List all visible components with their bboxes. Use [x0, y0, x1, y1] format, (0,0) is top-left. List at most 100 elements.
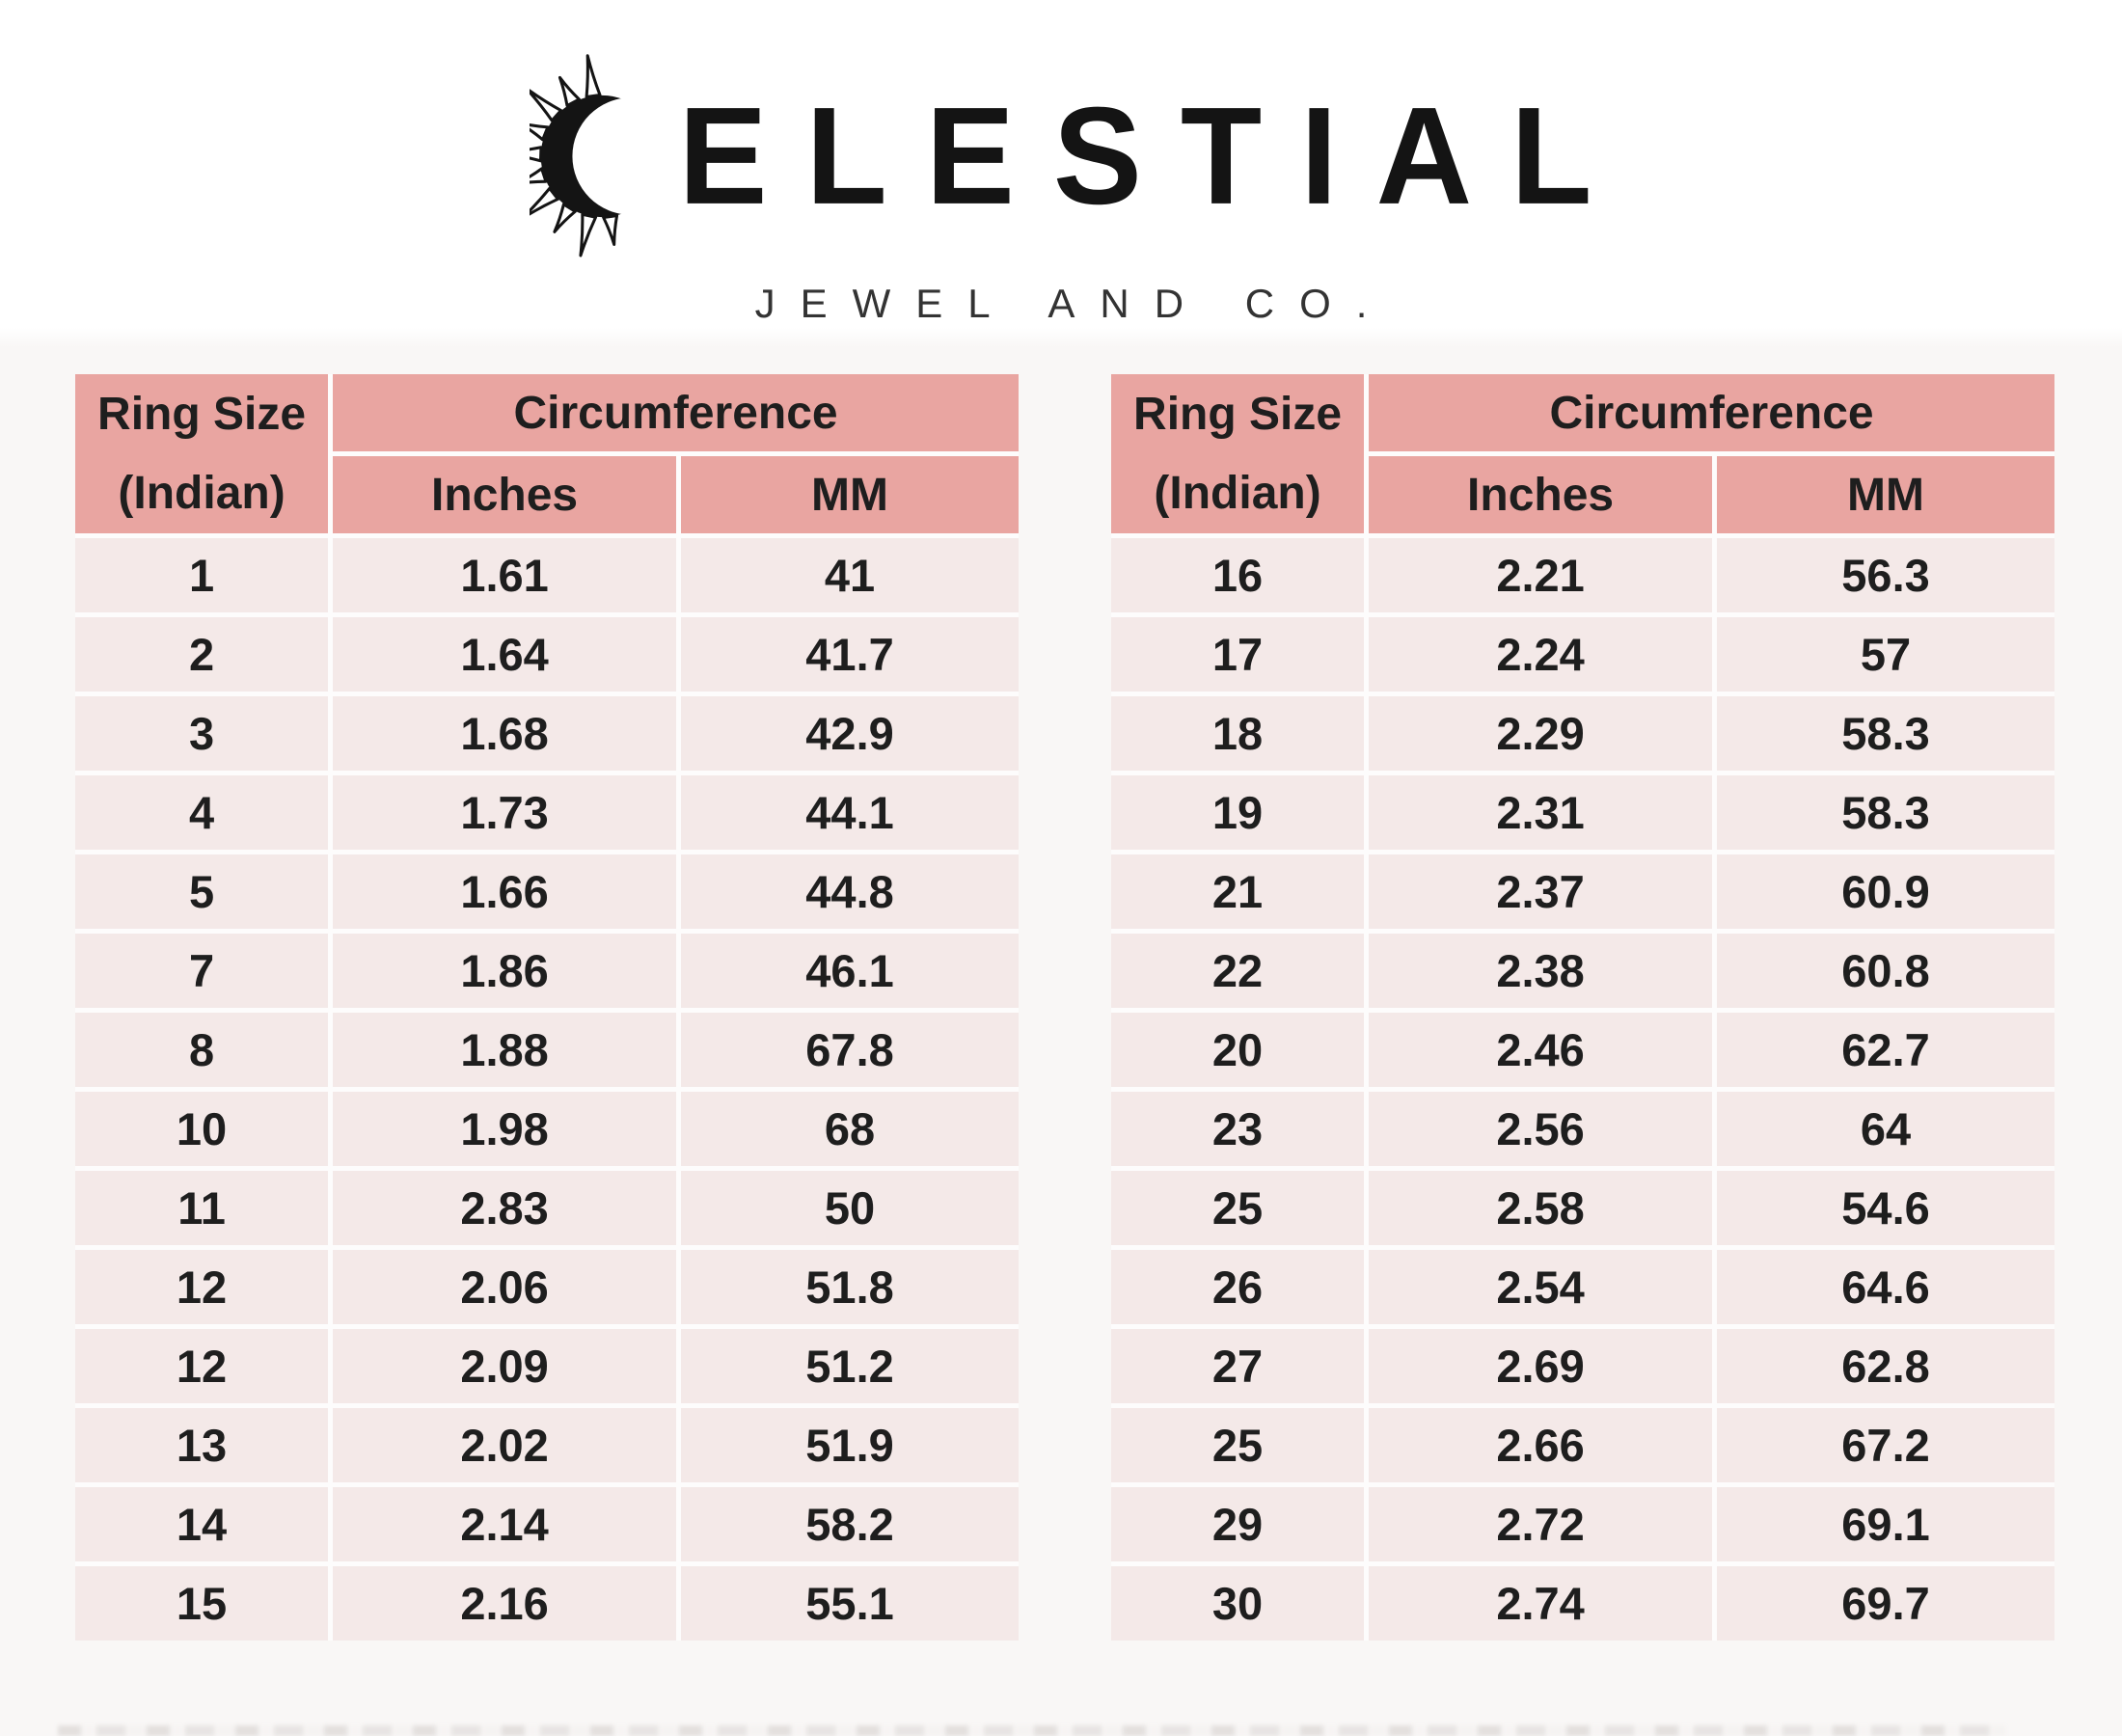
mm-cell: 46.1: [681, 934, 1019, 1008]
ring-size-cell: 20: [1111, 1013, 1365, 1087]
header-circumference: Circumference: [1369, 374, 2054, 451]
ring-size-cell: 8: [75, 1013, 329, 1087]
ring-size-cell: 4: [75, 775, 329, 850]
header-inches: Inches: [333, 456, 677, 533]
inches-cell: 2.83: [333, 1171, 677, 1245]
ring-size-cell: 26: [1111, 1250, 1365, 1324]
brand-subtitle: JEWEL AND CO.: [754, 281, 1393, 326]
brand-wordmark: ELESTIAL: [530, 44, 1592, 268]
inches-cell: 1.61: [333, 538, 677, 612]
header-ring-size: Ring Size (Indian): [75, 374, 329, 533]
ring-size-cell: 3: [75, 696, 329, 771]
mm-cell: 51.8: [681, 1250, 1019, 1324]
ring-size-table-left: Ring Size (Indian) Circumference Inches …: [75, 374, 1019, 1641]
mm-cell: 51.9: [681, 1408, 1019, 1482]
mm-cell: 50: [681, 1171, 1019, 1245]
inches-cell: 2.09: [333, 1329, 677, 1403]
mm-cell: 62.8: [1717, 1329, 2054, 1403]
inches-cell: 2.06: [333, 1250, 677, 1324]
inches-cell: 2.21: [1369, 538, 1713, 612]
ring-size-table-right: Ring Size (Indian) Circumference Inches …: [1111, 374, 2054, 1641]
inches-cell: 1.66: [333, 854, 677, 929]
mm-cell: 67.2: [1717, 1408, 2054, 1482]
mm-cell: 54.6: [1717, 1171, 2054, 1245]
inches-cell: 2.56: [1369, 1092, 1713, 1166]
inches-cell: 1.98: [333, 1092, 677, 1166]
ring-size-cell: 23: [1111, 1092, 1365, 1166]
inches-cell: 2.66: [1369, 1408, 1713, 1482]
mm-cell: 57: [1717, 617, 2054, 692]
inches-cell: 1.68: [333, 696, 677, 771]
ring-size-cell: 21: [1111, 854, 1365, 929]
mm-cell: 69.1: [1717, 1487, 2054, 1561]
inches-cell: 2.37: [1369, 854, 1713, 929]
mm-cell: 41: [681, 538, 1019, 612]
inches-cell: 2.72: [1369, 1487, 1713, 1561]
ring-size-cell: 14: [75, 1487, 329, 1561]
mm-cell: 41.7: [681, 617, 1019, 692]
inches-cell: 2.58: [1369, 1171, 1713, 1245]
ring-size-cell: 16: [1111, 538, 1365, 612]
inches-cell: 2.46: [1369, 1013, 1713, 1087]
ring-size-cell: 25: [1111, 1171, 1365, 1245]
ring-size-cell: 2: [75, 617, 329, 692]
cropped-text-artifact: [58, 1725, 2006, 1736]
ring-size-cell: 22: [1111, 934, 1365, 1008]
inches-cell: 2.29: [1369, 696, 1713, 771]
mm-cell: 44.1: [681, 775, 1019, 850]
inches-cell: 2.24: [1369, 617, 1713, 692]
mm-cell: 64: [1717, 1092, 2054, 1166]
inches-cell: 1.64: [333, 617, 677, 692]
ring-size-cell: 1: [75, 538, 329, 612]
mm-cell: 69.7: [1717, 1566, 2054, 1641]
mm-cell: 67.8: [681, 1013, 1019, 1087]
ring-size-cell: 12: [75, 1250, 329, 1324]
mm-cell: 68: [681, 1092, 1019, 1166]
inches-cell: 2.54: [1369, 1250, 1713, 1324]
ring-size-cell: 11: [75, 1171, 329, 1245]
ring-size-cell: 19: [1111, 775, 1365, 850]
brand-logo: ELESTIAL JEWEL AND CO.: [0, 0, 2122, 324]
ring-size-cell: 25: [1111, 1408, 1365, 1482]
header-ring-size: Ring Size (Indian): [1111, 374, 1365, 533]
sun-crescent-icon: [530, 54, 677, 258]
mm-cell: 58.3: [1717, 775, 2054, 850]
header-mm: MM: [1717, 456, 2054, 533]
inches-cell: 2.69: [1369, 1329, 1713, 1403]
header-mm: MM: [681, 456, 1019, 533]
mm-cell: 56.3: [1717, 538, 2054, 612]
header-ring-size-line1: Ring Size: [97, 388, 307, 440]
mm-cell: 58.2: [681, 1487, 1019, 1561]
inches-cell: 2.14: [333, 1487, 677, 1561]
inches-cell: 1.86: [333, 934, 677, 1008]
size-tables: Ring Size (Indian) Circumference Inches …: [0, 374, 2122, 1641]
header-circumference: Circumference: [333, 374, 1019, 451]
ring-size-cell: 10: [75, 1092, 329, 1166]
mm-cell: 64.6: [1717, 1250, 2054, 1324]
inches-cell: 2.74: [1369, 1566, 1713, 1641]
ring-size-cell: 5: [75, 854, 329, 929]
ring-size-cell: 15: [75, 1566, 329, 1641]
header-ring-size-line2: (Indian): [118, 468, 286, 520]
ring-size-cell: 12: [75, 1329, 329, 1403]
inches-cell: 2.38: [1369, 934, 1713, 1008]
mm-cell: 55.1: [681, 1566, 1019, 1641]
mm-cell: 60.9: [1717, 854, 2054, 929]
ring-size-cell: 18: [1111, 696, 1365, 771]
brand-name-text: ELESTIAL: [678, 78, 1631, 234]
ring-size-cell: 27: [1111, 1329, 1365, 1403]
ring-size-cell: 29: [1111, 1487, 1365, 1561]
header-ring-size-line1: Ring Size: [1133, 388, 1343, 440]
mm-cell: 42.9: [681, 696, 1019, 771]
mm-cell: 51.2: [681, 1329, 1019, 1403]
mm-cell: 60.8: [1717, 934, 2054, 1008]
mm-cell: 44.8: [681, 854, 1019, 929]
ring-size-cell: 17: [1111, 617, 1365, 692]
inches-cell: 1.88: [333, 1013, 677, 1087]
inches-cell: 2.31: [1369, 775, 1713, 850]
ring-size-cell: 7: [75, 934, 329, 1008]
inches-cell: 2.16: [333, 1566, 677, 1641]
mm-cell: 58.3: [1717, 696, 2054, 771]
mm-cell: 62.7: [1717, 1013, 2054, 1087]
